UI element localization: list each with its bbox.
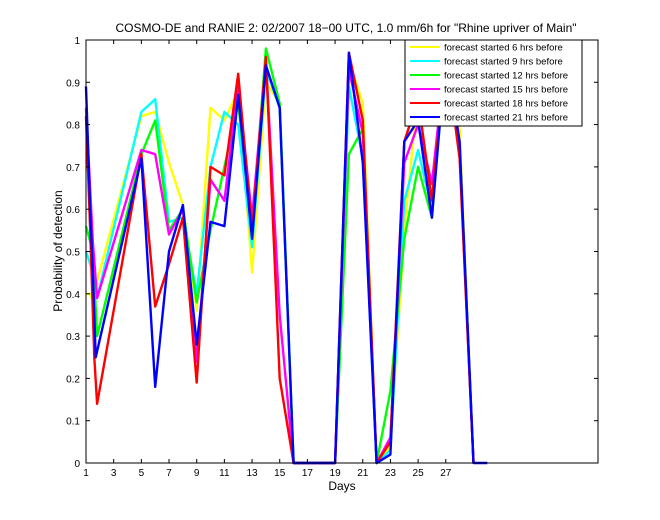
legend-box	[404, 39, 583, 127]
y-tick-label: 0.2	[66, 374, 80, 385]
x-tick-label: 3	[111, 468, 117, 479]
x-tick-label: 5	[139, 468, 145, 479]
x-tick-label: 27	[440, 468, 452, 479]
x-axis-label: Days	[328, 479, 355, 493]
legend-label-4: forecast started 15 hrs before	[444, 85, 568, 96]
y-tick-label: 0.9	[66, 78, 80, 89]
y-tick-label: 0.3	[66, 332, 80, 343]
x-tick-label: 11	[219, 468, 230, 479]
x-tick-label: 13	[246, 468, 258, 479]
series-line-4	[84, 51, 475, 465]
x-tick-label: 21	[357, 468, 369, 479]
y-axis-label: Probability of detection	[51, 190, 65, 311]
legend: forecast started 6 hrs before forecast st…	[404, 39, 583, 127]
series-line-5	[84, 51, 475, 465]
x-tick-label: 17	[302, 468, 314, 479]
x-tick-label: 23	[385, 468, 397, 479]
y-tick-label: 0.6	[66, 205, 80, 216]
y-tick-label: 0.8	[66, 121, 80, 132]
y-tick-label: 0.1	[66, 417, 80, 428]
series-line-6	[84, 51, 488, 465]
y-tick-label: 1	[74, 36, 80, 47]
legend-label-2: forecast started 9 hrs before	[444, 57, 563, 68]
legend-label-6: forecast started 21 hrs before	[444, 113, 568, 124]
x-tick-label: 25	[413, 468, 425, 479]
x-tick-label: 7	[166, 468, 172, 479]
y-tick-label: 0.7	[66, 163, 80, 174]
x-tick-label: 9	[194, 468, 200, 479]
legend-label-3: forecast started 12 hrs before	[444, 71, 568, 82]
legend-label-1: forecast started 6 hrs before	[444, 43, 563, 54]
x-tick-label: 1	[83, 468, 89, 479]
y-tick-label: 0.4	[66, 290, 80, 301]
x-tick-label: 15	[274, 468, 286, 479]
series-layer	[84, 43, 488, 465]
axes-layer: 1 3 5 7 9 11 13 15 17 19 21 23 25 2700.10.20.30.40.50…	[66, 36, 598, 479]
legend-label-5: forecast started 18 hrs before	[444, 99, 568, 110]
y-tick-label: 0.5	[66, 248, 80, 259]
x-tick-label: 19	[330, 468, 342, 479]
y-tick-label: 0	[74, 459, 80, 470]
chart-title: COSMO-DE and RANIE 2: 02/2007 18−00 UTC,…	[115, 21, 576, 35]
